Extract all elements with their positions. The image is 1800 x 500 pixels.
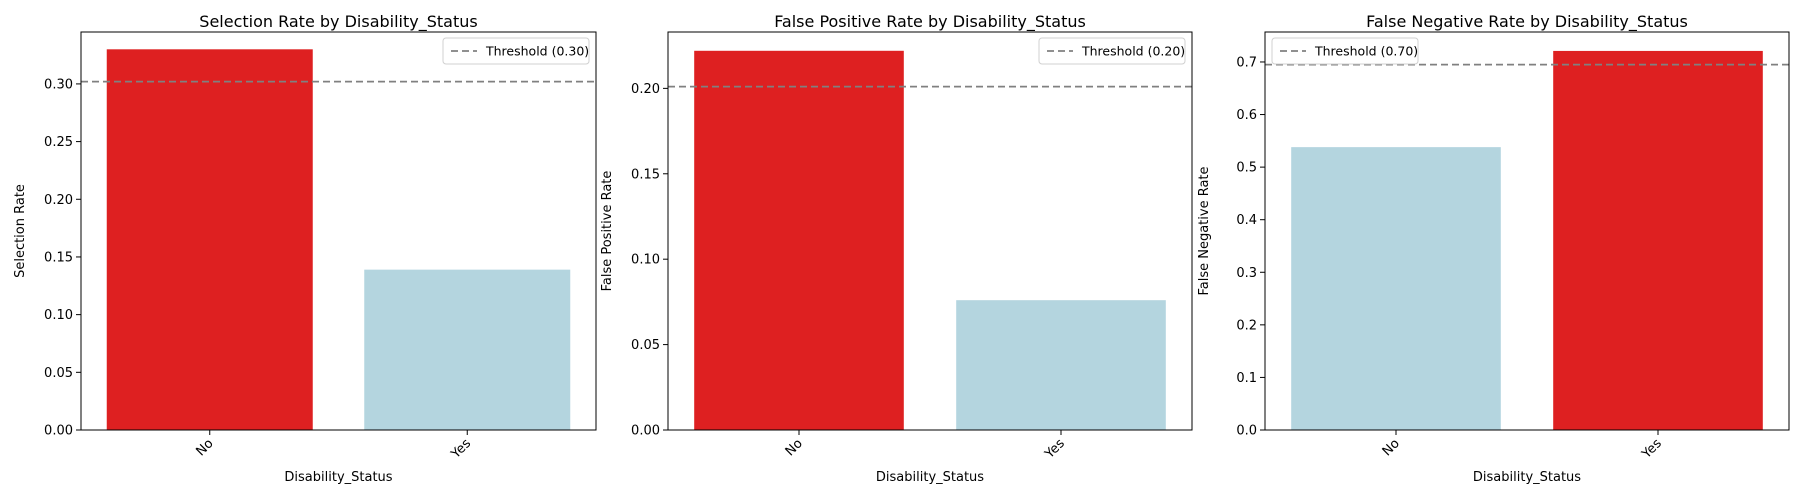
y-tick-label: 0.2 [1236, 318, 1257, 333]
y-tick-label: 0.30 [44, 77, 73, 92]
y-tick-label: 0.20 [631, 82, 660, 97]
bar-yes [956, 300, 1166, 430]
legend-box [442, 37, 590, 65]
y-axis-label: Selection Rate [13, 184, 28, 278]
y-tick-label: 0.4 [1236, 213, 1257, 228]
plot-frame [667, 31, 1193, 431]
chart-selection-rate: Selection Rate by Disability_Status Disa… [13, 12, 597, 485]
y-tick-label: 0.00 [631, 424, 660, 439]
y-tick-label: 0.3 [1236, 266, 1257, 281]
chart-title: Selection Rate by Disability_Status [199, 12, 477, 32]
y-tick-label: 0.20 [44, 193, 73, 208]
bar-no [694, 50, 904, 430]
bar-yes [1553, 50, 1763, 431]
plot-frame [80, 31, 597, 431]
x-axis-label: Disability_Status [1473, 470, 1581, 485]
legend-box [1038, 37, 1186, 65]
x-tick-label: Yes [448, 436, 474, 462]
legend-threshold-label: Threshold (0.70) [1314, 44, 1418, 59]
y-tick-label: 0.00 [44, 424, 73, 439]
legend-box [1271, 37, 1419, 65]
y-tick-label: 0.05 [44, 366, 73, 381]
x-tick-label: No [783, 436, 806, 459]
chart-false-positive-rate: False Positive Rate by Disability_Status… [600, 12, 1193, 485]
chart-title: False Negative Rate by Disability_Status [1366, 12, 1688, 32]
y-tick-label: 0.10 [44, 308, 73, 323]
y-tick-label: 0.1 [1236, 371, 1257, 386]
y-tick-label: 0.05 [631, 338, 660, 353]
legend-threshold-label: Threshold (0.20) [1081, 44, 1185, 59]
y-axis-label: False Negative Rate [1197, 166, 1212, 295]
y-tick-label: 0.10 [631, 253, 660, 268]
bar-no [1291, 147, 1501, 430]
x-tick-label: No [1380, 436, 1403, 459]
y-tick-label: 0.7 [1236, 55, 1257, 70]
y-tick-label: 0.15 [631, 167, 660, 182]
x-tick-label: Yes [1639, 436, 1665, 462]
y-tick-label: 0.5 [1236, 161, 1257, 176]
plot-frame [1264, 31, 1790, 431]
y-tick-label: 0.25 [44, 135, 73, 150]
x-tick-label: Yes [1042, 436, 1068, 462]
y-tick-label: 0.0 [1236, 424, 1257, 439]
bar-yes [364, 269, 571, 430]
y-tick-label: 0.6 [1236, 108, 1257, 123]
y-axis-label: False Positive Rate [600, 171, 615, 292]
bar-no [106, 49, 313, 430]
chart-title: False Positive Rate by Disability_Status [774, 12, 1086, 32]
x-axis-label: Disability_Status [876, 470, 984, 485]
y-tick-label: 0.15 [44, 250, 73, 265]
x-axis-label: Disability_Status [284, 470, 392, 485]
x-tick-label: No [193, 436, 216, 459]
legend-threshold-label: Threshold (0.30) [485, 44, 589, 59]
chart-false-negative-rate: False Negative Rate by Disability_Status… [1197, 12, 1790, 485]
